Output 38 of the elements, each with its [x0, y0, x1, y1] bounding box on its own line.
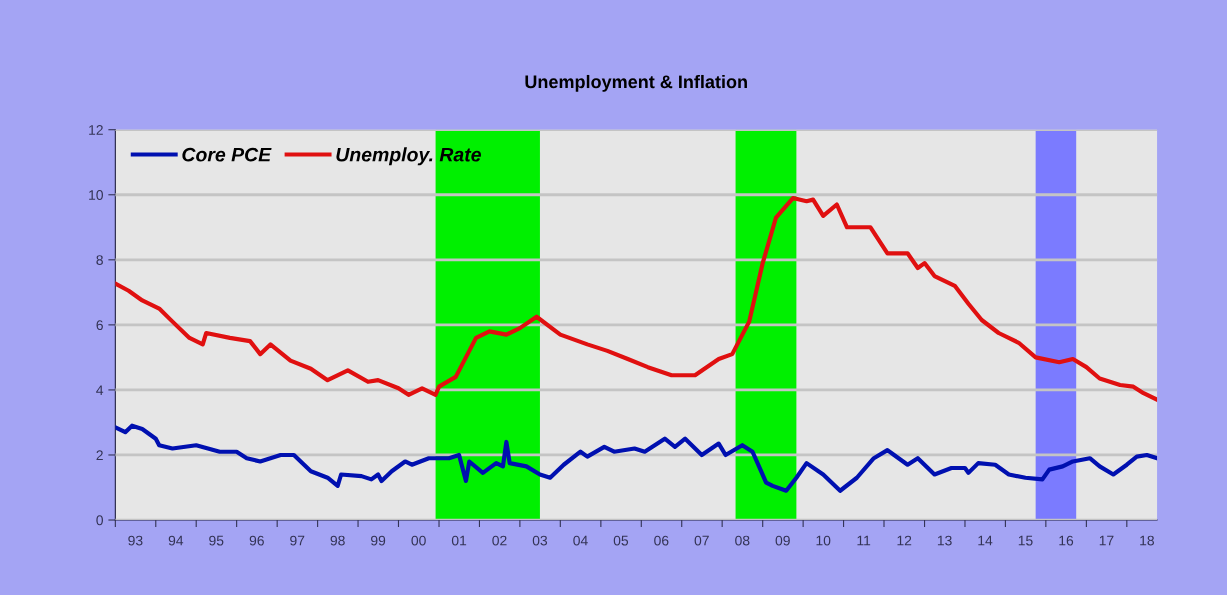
y-tick-label: 8: [96, 255, 103, 265]
x-tick-label: 98: [330, 535, 345, 546]
y-tick-label: 12: [89, 125, 103, 135]
x-tick-label: 15: [1018, 535, 1033, 546]
chart-title: Unemployment & Inflation: [525, 74, 747, 92]
line-series: [115, 423, 1158, 493]
x-tick-label: 03: [532, 535, 548, 546]
x-tick-label: 07: [694, 535, 709, 546]
x-tick-label: 11: [857, 535, 871, 546]
line-series: [115, 195, 1158, 402]
x-tick-label: 05: [613, 535, 629, 546]
x-tick-label: 95: [209, 535, 224, 546]
x-tick-label: 96: [249, 535, 264, 546]
x-tick-label: 17: [1099, 535, 1114, 546]
x-tick-label: 06: [654, 535, 669, 546]
x-tick-label: 01: [451, 535, 467, 546]
x-tick-label: 99: [371, 535, 386, 546]
x-tick-label: 16: [1059, 535, 1074, 546]
x-tick-label: 97: [290, 535, 305, 546]
x-tick-label: 10: [816, 535, 831, 546]
legend-label: Core PCE: [182, 147, 272, 162]
x-tick-label: 00: [411, 535, 426, 546]
x-tick-label: 93: [128, 535, 143, 546]
x-tick-label: 09: [775, 535, 790, 546]
legend-label: Unemploy. Rate: [336, 147, 481, 166]
x-tick-label: 12: [897, 535, 912, 546]
y-tick-label: 10: [89, 190, 103, 200]
y-tick-label: 4: [96, 385, 104, 395]
x-tick-label: 14: [978, 535, 993, 546]
y-tick-label: 2: [96, 450, 103, 461]
x-tick-label: 04: [573, 535, 588, 546]
x-tick-label: 13: [937, 535, 952, 546]
x-tick-label: 02: [492, 535, 507, 546]
x-tick-label: 18: [1140, 535, 1154, 546]
x-tick-label: 08: [735, 535, 750, 546]
y-tick-label: 0: [96, 515, 103, 526]
x-tick-label: 94: [168, 535, 184, 546]
y-tick-label: 6: [96, 320, 103, 331]
